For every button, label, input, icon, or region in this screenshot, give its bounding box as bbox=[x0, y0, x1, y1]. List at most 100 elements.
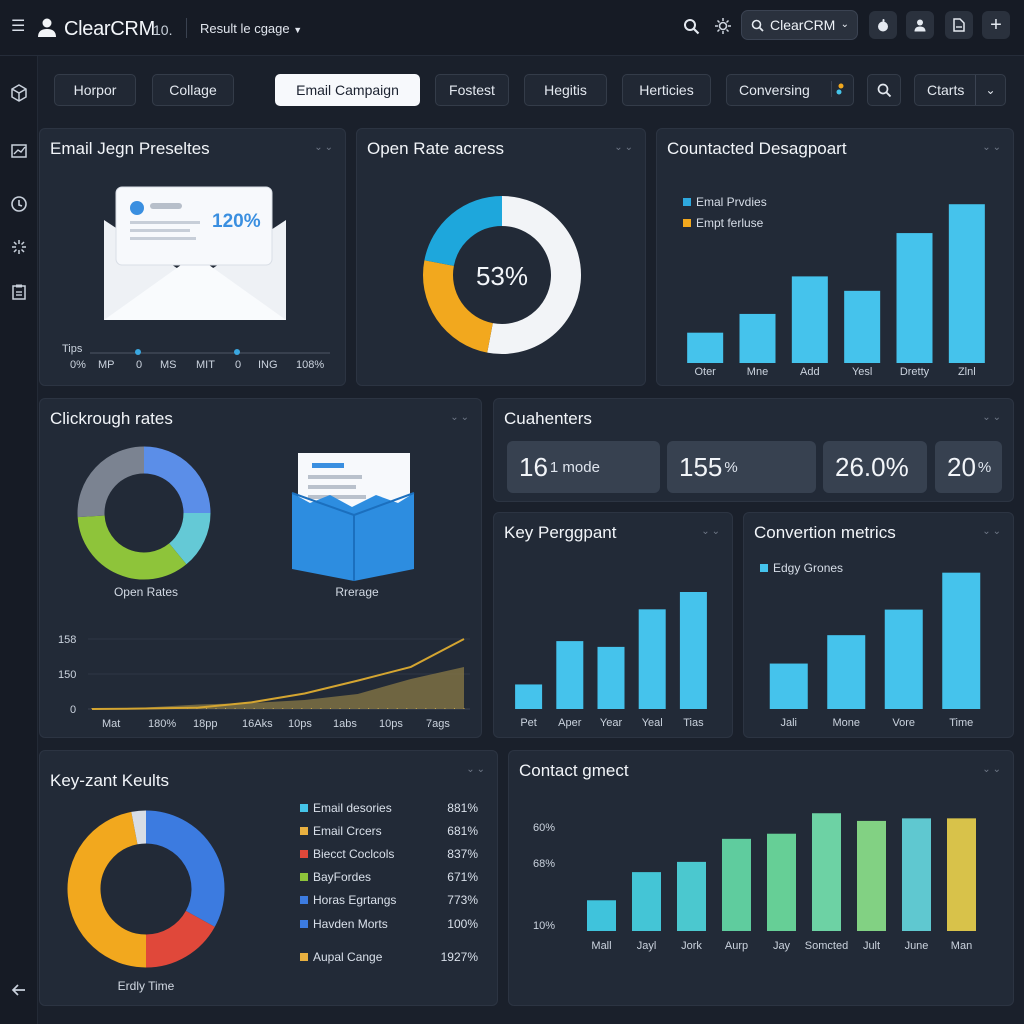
panel-collapse-icon[interactable]: ⌄⌄ bbox=[450, 412, 471, 423]
tick-label: 0 bbox=[136, 359, 143, 371]
bar bbox=[587, 900, 616, 931]
key-perggpant-bar-chart: Pet Aper Year Yeal Tias bbox=[515, 592, 707, 729]
donut-caption: Open Rates bbox=[113, 585, 179, 599]
key-results-donut bbox=[67, 810, 225, 968]
key-result-label: Aupal Cange bbox=[300, 950, 382, 964]
bar bbox=[638, 609, 666, 709]
panel-collapse-icon[interactable]: ⌄⌄ bbox=[701, 526, 722, 537]
sidebar bbox=[0, 56, 38, 1024]
preset-badge: 120% bbox=[212, 211, 261, 232]
key-result-row: Horas Egrtangs 773% bbox=[300, 893, 478, 911]
bar bbox=[902, 818, 931, 931]
x-tick-label: Year bbox=[600, 717, 623, 729]
search-dropdown[interactable]: ClearCRM ⌄ bbox=[741, 10, 858, 40]
line-series bbox=[91, 638, 465, 710]
panel-title: Cuahenters bbox=[504, 409, 592, 428]
panel-title: Open Rate acress bbox=[367, 139, 505, 158]
search-icon bbox=[751, 19, 764, 32]
legend-item: Empt ferluse bbox=[683, 213, 767, 234]
tab-fostest[interactable]: Fostest bbox=[435, 74, 509, 106]
panel-collapse-icon[interactable]: ⌄⌄ bbox=[982, 526, 1003, 537]
panel-collapse-icon[interactable]: ⌄⌄ bbox=[466, 764, 487, 775]
search-tab-button[interactable] bbox=[867, 74, 901, 106]
chevron-down-icon: ⌄ bbox=[840, 19, 849, 30]
tab-horpor[interactable]: Horpor bbox=[54, 74, 136, 106]
bar bbox=[791, 276, 828, 363]
x-tick-label: Jay bbox=[773, 940, 791, 952]
area-fill bbox=[92, 667, 464, 709]
chart-legend: Emal Prvdies Empt ferluse bbox=[683, 192, 767, 234]
panel-collapse-icon[interactable]: ⌄⌄ bbox=[982, 412, 1003, 423]
sparkle-icon[interactable] bbox=[8, 236, 30, 258]
open-rate-panel: Open Rate acress ⌄⌄ 53% bbox=[356, 128, 646, 386]
header-divider bbox=[186, 18, 187, 38]
x-tick-label: Mat bbox=[102, 718, 120, 730]
donut-slice bbox=[168, 512, 211, 565]
charts-dropdown[interactable]: Ctarts ⌄ bbox=[914, 74, 1006, 106]
key-result-row: BayFordes 671% bbox=[300, 870, 478, 888]
apple-icon-button[interactable] bbox=[869, 11, 897, 39]
cube-icon[interactable] bbox=[8, 82, 30, 104]
conversion-bar-chart: Jali Mone Vore Time bbox=[769, 572, 981, 729]
x-tick-label: Aper bbox=[558, 717, 582, 729]
tab-email-campaign[interactable]: Email Campaign bbox=[275, 74, 420, 106]
back-arrow-icon[interactable] bbox=[8, 979, 30, 1001]
key-result-label: Havden Morts bbox=[300, 917, 388, 931]
email-presets-panel: Email Jegn Preseltes ⌄⌄ 120% Tips 0% MP … bbox=[39, 128, 346, 386]
tab-herticies[interactable]: Herticies bbox=[622, 74, 711, 106]
legend-label: Empt ferluse bbox=[696, 216, 764, 230]
bar bbox=[722, 838, 751, 931]
stat-suffix: 1 mode bbox=[549, 458, 600, 476]
open-rate-donut bbox=[423, 196, 581, 354]
chevron-down-icon: ▼ bbox=[293, 25, 303, 35]
key-result-value: 837% bbox=[447, 847, 478, 861]
bar bbox=[942, 572, 981, 709]
app-name: ClearCRM bbox=[64, 18, 155, 40]
top-bar: ☰ ClearCRM 10. Result le cgage ▼ ClearCR… bbox=[0, 0, 1024, 56]
user-button[interactable] bbox=[906, 11, 934, 39]
chart-icon[interactable] bbox=[8, 140, 30, 162]
panel-collapse-icon[interactable]: ⌄⌄ bbox=[982, 142, 1003, 153]
panel-collapse-icon[interactable]: ⌄⌄ bbox=[982, 764, 1003, 775]
x-tick-label: Oter bbox=[694, 366, 716, 378]
x-tick-label: Pet bbox=[520, 717, 537, 729]
donut-slice bbox=[424, 196, 503, 267]
open-rate-value: 53% bbox=[475, 261, 529, 291]
donut-slice bbox=[131, 810, 147, 845]
breadcrumb[interactable]: Result le cgage ▼ bbox=[200, 21, 302, 36]
logo-icon bbox=[38, 18, 56, 37]
box-caption: Rrerage bbox=[335, 585, 379, 599]
settings-icon[interactable] bbox=[714, 17, 732, 35]
tab-conversing[interactable]: Conversing bbox=[726, 74, 854, 106]
panel-collapse-icon[interactable]: ⌄⌄ bbox=[314, 142, 335, 153]
bar bbox=[597, 646, 625, 709]
clock-icon[interactable] bbox=[8, 193, 30, 215]
panel-collapse-icon[interactable]: ⌄⌄ bbox=[614, 142, 635, 153]
tick-label: MP bbox=[98, 359, 115, 371]
document-button[interactable] bbox=[945, 11, 973, 39]
axis-label: Tips bbox=[62, 343, 83, 355]
key-result-row: Aupal Cange 1927% bbox=[300, 950, 478, 968]
x-tick-label: Mne bbox=[747, 366, 768, 378]
hamburger-menu-icon[interactable]: ☰ bbox=[11, 18, 26, 35]
bar bbox=[948, 204, 985, 363]
tab-hegitis[interactable]: Hegitis bbox=[524, 74, 607, 106]
key-result-label: Email Crcers bbox=[300, 824, 382, 838]
add-button[interactable]: + bbox=[982, 11, 1010, 39]
key-result-label: Biecct Coclcols bbox=[300, 847, 394, 861]
x-tick-label: Zlnl bbox=[958, 366, 976, 378]
bar bbox=[679, 592, 707, 709]
envelope-illustration bbox=[104, 186, 286, 320]
panel-title: Email Jegn Preseltes bbox=[50, 139, 210, 158]
tab-collage[interactable]: Collage bbox=[152, 74, 234, 106]
plus-icon: + bbox=[990, 13, 1002, 36]
key-result-row: Email Crcers 681% bbox=[300, 824, 478, 842]
bar bbox=[556, 641, 584, 709]
document-icon bbox=[953, 18, 965, 32]
donut-slice bbox=[487, 196, 581, 354]
bar bbox=[739, 313, 776, 363]
clipboard-icon[interactable] bbox=[8, 281, 30, 303]
search-icon[interactable] bbox=[683, 18, 700, 35]
tick-label: 0 bbox=[235, 359, 242, 371]
key-results-panel: Key-zant Keults ⌄⌄ Erdly Time Email deso… bbox=[39, 750, 498, 1006]
